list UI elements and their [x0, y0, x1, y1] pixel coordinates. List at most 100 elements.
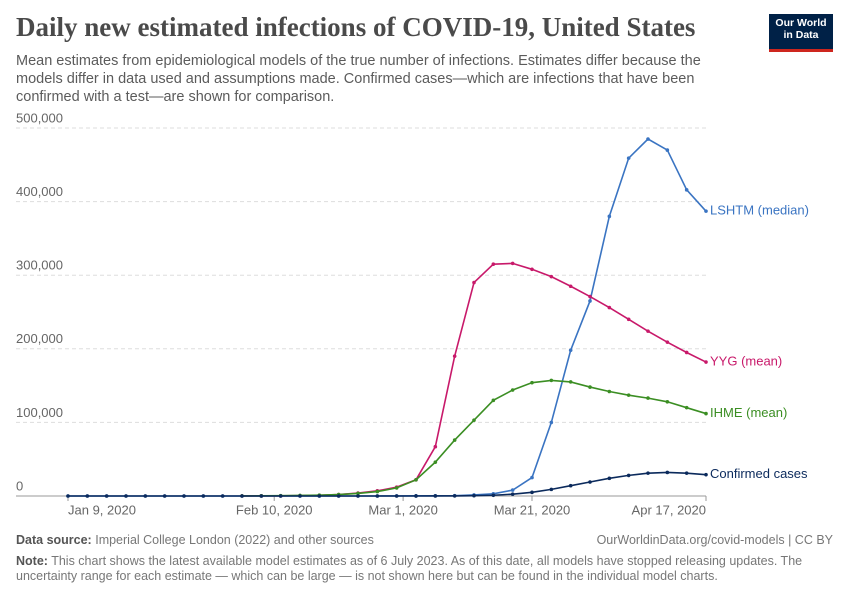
data-point	[607, 214, 612, 219]
data-point	[336, 494, 341, 498]
data-point	[472, 418, 476, 422]
y-tick-label: 100,000	[16, 405, 63, 420]
series-label: Confirmed cases	[710, 466, 808, 481]
data-point	[549, 420, 554, 425]
data-point	[665, 399, 670, 404]
data-point	[104, 494, 109, 498]
data-point	[626, 156, 631, 160]
data-point	[568, 380, 573, 384]
data-point	[704, 209, 708, 213]
data-point	[646, 329, 650, 333]
chart-subtitle: Mean estimates from epidemiological mode…	[16, 53, 701, 105]
data-point	[472, 493, 476, 498]
series-line	[68, 138, 707, 497]
chart-title: Daily new estimated infections of COVID-…	[16, 12, 696, 42]
source: Data source: Imperial College London (20…	[16, 533, 374, 547]
data-point	[626, 393, 631, 397]
data-point	[704, 360, 708, 364]
data-point	[626, 473, 631, 478]
data-point	[162, 494, 167, 498]
data-point	[278, 494, 283, 498]
y-tick-label: 500,000	[16, 110, 63, 125]
data-point	[259, 494, 264, 498]
data-point	[568, 348, 573, 353]
data-point	[298, 494, 302, 498]
source-label: Data source:	[16, 533, 92, 547]
data-point	[491, 262, 496, 266]
data-point	[530, 475, 534, 480]
data-point	[568, 483, 573, 488]
series-line	[241, 262, 707, 497]
data-point	[433, 444, 438, 449]
x-tick-label: Apr 17, 2020	[632, 502, 706, 517]
data-point	[607, 305, 612, 310]
data-point	[452, 354, 457, 358]
data-point	[66, 494, 70, 498]
x-tick-label: Mar 1, 2020	[368, 502, 437, 517]
series-label: LSHTM (median)	[710, 203, 809, 218]
data-point	[607, 476, 612, 481]
data-point	[684, 188, 689, 192]
data-point	[704, 472, 708, 477]
data-point	[414, 494, 418, 498]
data-point	[85, 494, 90, 498]
data-point	[588, 294, 592, 299]
y-tick-label: 400,000	[16, 184, 63, 199]
data-point	[530, 490, 534, 495]
logo[interactable]: Our World in Data	[769, 14, 833, 52]
data-point	[452, 494, 457, 498]
data-point	[240, 494, 244, 498]
data-point	[646, 396, 650, 400]
logo-text: Our World	[775, 17, 827, 29]
source-text: Imperial College London (2022) and other…	[95, 533, 374, 547]
data-point	[143, 494, 148, 498]
data-point	[433, 494, 438, 498]
data-point	[510, 488, 515, 492]
data-point	[684, 471, 689, 475]
x-tick-label: Jan 9, 2020	[68, 502, 136, 517]
data-point	[568, 284, 573, 289]
note: Note: This chart shows the latest availa…	[16, 554, 816, 584]
data-point	[433, 460, 438, 464]
data-point	[452, 438, 457, 442]
data-point	[588, 299, 592, 303]
data-point	[607, 389, 612, 394]
data-point	[626, 317, 631, 322]
data-point	[549, 378, 554, 383]
data-point	[588, 385, 592, 389]
series-label: YYG (mean)	[710, 353, 782, 368]
data-point	[665, 148, 670, 152]
data-point	[375, 494, 380, 498]
data-point	[646, 137, 650, 141]
data-point	[665, 340, 670, 344]
data-point	[472, 280, 476, 285]
data-point	[704, 411, 708, 416]
url[interactable]: OurWorldinData.org/covid-models | CC BY	[596, 533, 833, 547]
y-tick-label: 200,000	[16, 331, 63, 346]
data-point	[182, 494, 186, 498]
data-point	[510, 492, 515, 496]
series-line	[241, 379, 707, 497]
data-point	[684, 350, 689, 355]
data-point	[549, 487, 554, 492]
data-point	[530, 380, 534, 385]
data-point	[549, 274, 554, 279]
data-point	[510, 388, 515, 392]
data-point	[414, 478, 418, 482]
note-text: This chart shows the latest available mo…	[16, 554, 803, 583]
logo-text: in Data	[783, 29, 819, 41]
data-point	[220, 494, 225, 498]
data-point	[375, 489, 380, 494]
data-point	[646, 471, 650, 475]
series-label: IHME (mean)	[710, 405, 787, 420]
data-point	[356, 494, 360, 498]
data-point	[588, 480, 592, 484]
data-point	[356, 491, 360, 496]
series-line	[68, 471, 707, 497]
y-tick-label: 0	[16, 478, 23, 493]
data-point	[530, 267, 534, 272]
data-point	[201, 494, 206, 498]
data-point	[491, 398, 496, 403]
